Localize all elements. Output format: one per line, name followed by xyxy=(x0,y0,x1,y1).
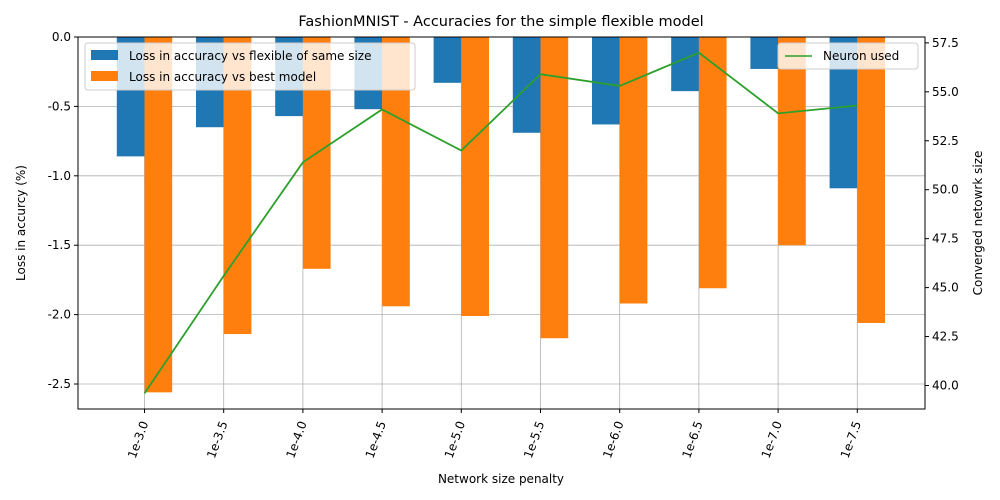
line-series-neuron-used xyxy=(143,51,858,394)
legend-label-series-1: Loss in accuracy vs flexible of same siz… xyxy=(129,49,371,63)
y2-tick-label: 50.0 xyxy=(932,183,959,197)
bar-series-2 xyxy=(778,37,806,246)
line-layer xyxy=(143,51,858,394)
y2-tick-label: 42.5 xyxy=(932,330,959,344)
x-tick-label: 1e-5.5 xyxy=(521,419,547,460)
x-tick-label: 1e-5.0 xyxy=(442,419,468,460)
y2-tick-label: 52.5 xyxy=(932,134,959,148)
y2-tick-label: 47.5 xyxy=(932,232,959,246)
bar-series-2 xyxy=(857,37,885,323)
x-tick-label: 1e-3.5 xyxy=(204,419,230,460)
bar-series-1 xyxy=(671,37,699,92)
y2-axis-title: Converged netowrk size xyxy=(971,151,985,296)
legend-right: Neuron used xyxy=(777,42,919,70)
y-tick-label: -1.0 xyxy=(48,169,71,183)
legend-swatch-series-1 xyxy=(91,50,118,60)
y2-tick-label: 57.5 xyxy=(932,36,959,50)
bar-series-2 xyxy=(144,37,173,393)
y-tick-label: -1.5 xyxy=(48,238,71,252)
y-tick-label: -2.5 xyxy=(48,377,71,391)
bar-series-1 xyxy=(512,37,541,133)
x-tick-label: 1e-6.0 xyxy=(600,419,626,460)
x-tick-label: 1e-6.5 xyxy=(679,419,705,460)
y2-tick-label: 45.0 xyxy=(932,281,959,295)
bar-series-1 xyxy=(592,37,620,125)
legend-label-series-3: Neuron used xyxy=(823,49,899,63)
bars-layer xyxy=(116,37,885,393)
chart-title: FashionMNIST - Accuracies for the simple… xyxy=(298,14,703,30)
legend-swatch-series-2 xyxy=(91,71,118,81)
x-tick-label: 1e-3.0 xyxy=(125,419,151,460)
y-tick-label: -0.5 xyxy=(48,99,71,113)
x-tick-label: 1e-7.5 xyxy=(838,419,864,460)
bar-series-2 xyxy=(619,37,648,304)
y-axis-left: 0.0 -0.5 -1.0 -1.5 -2.0 -2.5 xyxy=(48,30,78,391)
bar-series-2 xyxy=(540,37,569,339)
legend-right-box xyxy=(777,42,919,70)
legend-left-box xyxy=(84,42,416,91)
bar-series-1 xyxy=(433,37,462,83)
x-tick-label: 1e-7.0 xyxy=(759,419,785,460)
bar-series-2 xyxy=(461,37,489,316)
y-axis-right: 40.0 42.5 45.0 47.5 50.0 52.5 55.0 57.5 xyxy=(925,36,959,393)
x-tick-label: 1e-4.0 xyxy=(283,419,309,460)
y-tick-label: 0.0 xyxy=(52,30,71,44)
legend-label-series-2: Loss in accuracy vs best model xyxy=(129,70,316,84)
plot-frame xyxy=(77,36,926,410)
y-tick-label: -2.0 xyxy=(48,308,71,322)
y2-tick-label: 55.0 xyxy=(932,85,959,99)
bar-series-2 xyxy=(698,37,727,289)
x-axis-title: Network size penalty xyxy=(438,472,564,486)
legend-left: Loss in accuracy vs flexible of same siz… xyxy=(84,42,416,91)
x-tick-label: 1e-4.5 xyxy=(363,419,389,460)
bar-series-1 xyxy=(750,37,779,69)
y-axis-title: Loss in accurcy (%) xyxy=(14,165,28,281)
y2-tick-label: 40.0 xyxy=(932,379,959,393)
x-axis: 1e-3.0 1e-3.5 1e-4.0 1e-4.5 1e-5.0 1e-5.5 1e-6… xyxy=(125,409,864,460)
